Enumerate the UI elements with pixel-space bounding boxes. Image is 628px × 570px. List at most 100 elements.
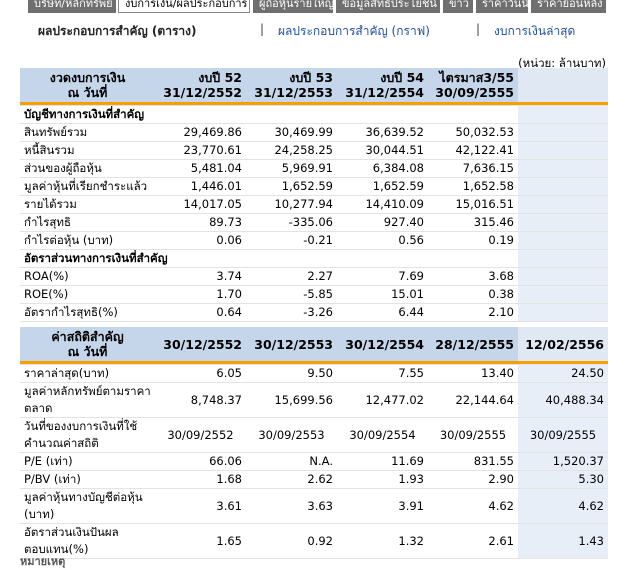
row-label: รายได้รวม (20, 195, 155, 214)
column-header: 30/12/2553 (246, 327, 337, 361)
subnav-current-table: ผลประกอบการสำคัญ (ตาราง) (38, 24, 197, 38)
table-row: กำไรสุทธิ 89.73 -335.06 927.40 315.46 (20, 213, 608, 232)
table-header-row: ค่าสถิติสำคัญณ วันที่ 30/12/2552 30/12/2… (20, 327, 608, 361)
value-cell: 24,258.25 (246, 141, 337, 160)
row-label: หนี้สินรวม (20, 141, 155, 160)
table-row: รายได้รวม 14,017.05 10,277.94 14,410.09 15,0… (20, 195, 608, 214)
subnav-separator: | (476, 22, 481, 36)
value-cell: 36,639.52 (337, 123, 428, 142)
column-header: งบปี 52 31/12/2552 (155, 68, 246, 102)
column-header: 12/02/2556 (518, 327, 608, 361)
subnav-link-latest[interactable]: งบการเงินล่าสุด (494, 24, 576, 38)
table-row: ROE(%) 1.70 -5.85 15.01 0.38 (20, 285, 608, 304)
key-statistics-table: ค่าสถิติสำคัญณ วันที่ 30/12/2552 30/12/2… (20, 327, 608, 559)
row-label: ROA(%) (20, 267, 155, 286)
financial-summary-table: งวดงบการเงินณ วันที่ งบปี 52 31/12/2552 ง… (20, 68, 608, 322)
value-cell: 9.50 (246, 364, 337, 383)
value-cell: 927.40 (337, 213, 428, 232)
tab-company[interactable]: บริษัท/หลักทรัพย์ (28, 0, 116, 13)
table-row: ส่วนของผู้ถือหุ้น 5,481.04 5,969.91 6,384.0… (20, 159, 608, 178)
row-label: มูลค่าหุ้นทางบัญชีต่อหุ้น (บาท) (20, 488, 155, 524)
subnav-link-graph[interactable]: ผลประกอบการสำคัญ (กราฟ) (278, 24, 430, 38)
value-cell: 14,410.09 (337, 195, 428, 214)
table-row: มูลค่าหุ้นที่เรียกชำระแล้ว 1,446.01 1,652.… (20, 177, 608, 196)
section-title: อัตราส่วนทางการเงินที่สำคัญ (20, 249, 518, 268)
period-header: งวดงบการเงินณ วันที่ (20, 68, 155, 102)
value-cell: 30/09/2553 (246, 417, 337, 453)
unit-label: (หน่วย: ล้านบาท) (518, 56, 606, 70)
subnav-separator: | (260, 22, 265, 36)
value-cell (518, 123, 608, 142)
value-cell: 0.92 (246, 523, 337, 559)
table-row: มูลค่าหลักทรัพย์ตามราคาตลาด 8,748.37 15,69… (20, 382, 608, 418)
tab-major-shareholders[interactable]: ผู้ถือหุ้นรายใหญ่ (253, 0, 333, 13)
value-cell: 50,032.53 (428, 123, 518, 142)
value-cell: 0.19 (428, 231, 518, 250)
value-cell: 6,384.08 (337, 159, 428, 178)
tab-price-today[interactable]: ราคาวันนี้ (476, 0, 528, 13)
row-label: มูลค่าหุ้นที่เรียกชำระแล้ว (20, 177, 155, 196)
value-cell: 1,652.58 (428, 177, 518, 196)
column-header: งบปี 54 31/12/2554 (337, 68, 428, 102)
table-header-row: งวดงบการเงินณ วันที่ งบปี 52 31/12/2552 ง… (20, 68, 608, 102)
value-cell (518, 213, 608, 232)
value-cell: 89.73 (155, 213, 246, 232)
value-cell: -5.85 (246, 285, 337, 304)
value-cell: 0.64 (155, 303, 246, 322)
value-cell: 22,144.64 (428, 382, 518, 418)
value-cell: 0.38 (428, 285, 518, 304)
value-cell: 7.55 (337, 364, 428, 383)
value-cell (518, 231, 608, 250)
value-cell: 1.68 (155, 470, 246, 489)
value-cell: 23,770.61 (155, 141, 246, 160)
table-row: วันที่ของงบการเงินที่ใช้คำนวณค่าสถิติ 30/… (20, 417, 608, 453)
row-label: อัตราส่วนเงินปันผลตอบแทน(%) (20, 523, 155, 559)
value-cell (518, 285, 608, 304)
value-cell: 30/09/2554 (337, 417, 428, 453)
section-row: บัญชีทางการเงินที่สำคัญ (20, 105, 608, 124)
row-label: กำไรสุทธิ (20, 213, 155, 232)
value-cell: 5,969.91 (246, 159, 337, 178)
value-cell: 2.61 (428, 523, 518, 559)
table-row: อัตราส่วนเงินปันผลตอบแทน(%) 1.65 0.92 1.32 2… (20, 523, 608, 559)
value-cell: 7,636.15 (428, 159, 518, 178)
value-cell: 29,469.86 (155, 123, 246, 142)
value-cell: 3.74 (155, 267, 246, 286)
value-cell: 2.90 (428, 470, 518, 489)
row-label: ส่วนของผู้ถือหุ้น (20, 159, 155, 178)
table-row: P/BV (เท่า) 1.68 2.62 1.93 2.90 5.30 (20, 470, 608, 489)
row-label: วันที่ของงบการเงินที่ใช้คำนวณค่าสถิติ (20, 417, 155, 453)
value-cell: 0.06 (155, 231, 246, 250)
value-cell: 1,520.37 (518, 452, 608, 471)
value-cell: 1.65 (155, 523, 246, 559)
table-row: หนี้สินรวม 23,770.61 24,258.25 30,044.51 42,… (20, 141, 608, 160)
row-label: ราคาล่าสุด(บาท) (20, 364, 155, 383)
value-cell: 42,122.41 (428, 141, 518, 160)
column-header: 30/12/2552 (155, 327, 246, 361)
table-row: มูลค่าหุ้นทางบัญชีต่อหุ้น (บาท) 3.61 3.63 3… (20, 488, 608, 524)
column-header: งบปี 53 31/12/2553 (246, 68, 337, 102)
stat-header: ค่าสถิติสำคัญณ วันที่ (20, 327, 155, 361)
tab-price-history[interactable]: ราคาย้อนหลัง (531, 0, 606, 13)
value-cell: 3.63 (246, 488, 337, 524)
value-cell: 2.62 (246, 470, 337, 489)
value-cell (518, 195, 608, 214)
value-cell: -335.06 (246, 213, 337, 232)
value-cell (518, 177, 608, 196)
value-cell: 4.62 (518, 488, 608, 524)
value-cell: 14,017.05 (155, 195, 246, 214)
value-cell: 30/09/2552 (155, 417, 246, 453)
column-header: 30/12/2554 (337, 327, 428, 361)
tab-news[interactable]: ข่าว (443, 0, 473, 13)
value-cell: 66.06 (155, 452, 246, 471)
value-cell: 3.68 (428, 267, 518, 286)
value-cell: 30,469.99 (246, 123, 337, 142)
value-cell: 30,044.51 (337, 141, 428, 160)
value-cell: 6.05 (155, 364, 246, 383)
value-cell: 2.10 (428, 303, 518, 322)
section-title: บัญชีทางการเงินที่สำคัญ (20, 105, 518, 124)
row-label: กำไรต่อหุ้น (บาท) (20, 231, 155, 250)
tab-benefits[interactable]: ข้อมูลสิทธิประโยชน์ (336, 0, 440, 13)
value-cell: 4.62 (428, 488, 518, 524)
tab-financials[interactable]: งบการเงิน/ผลประกอบการ (118, 0, 250, 13)
